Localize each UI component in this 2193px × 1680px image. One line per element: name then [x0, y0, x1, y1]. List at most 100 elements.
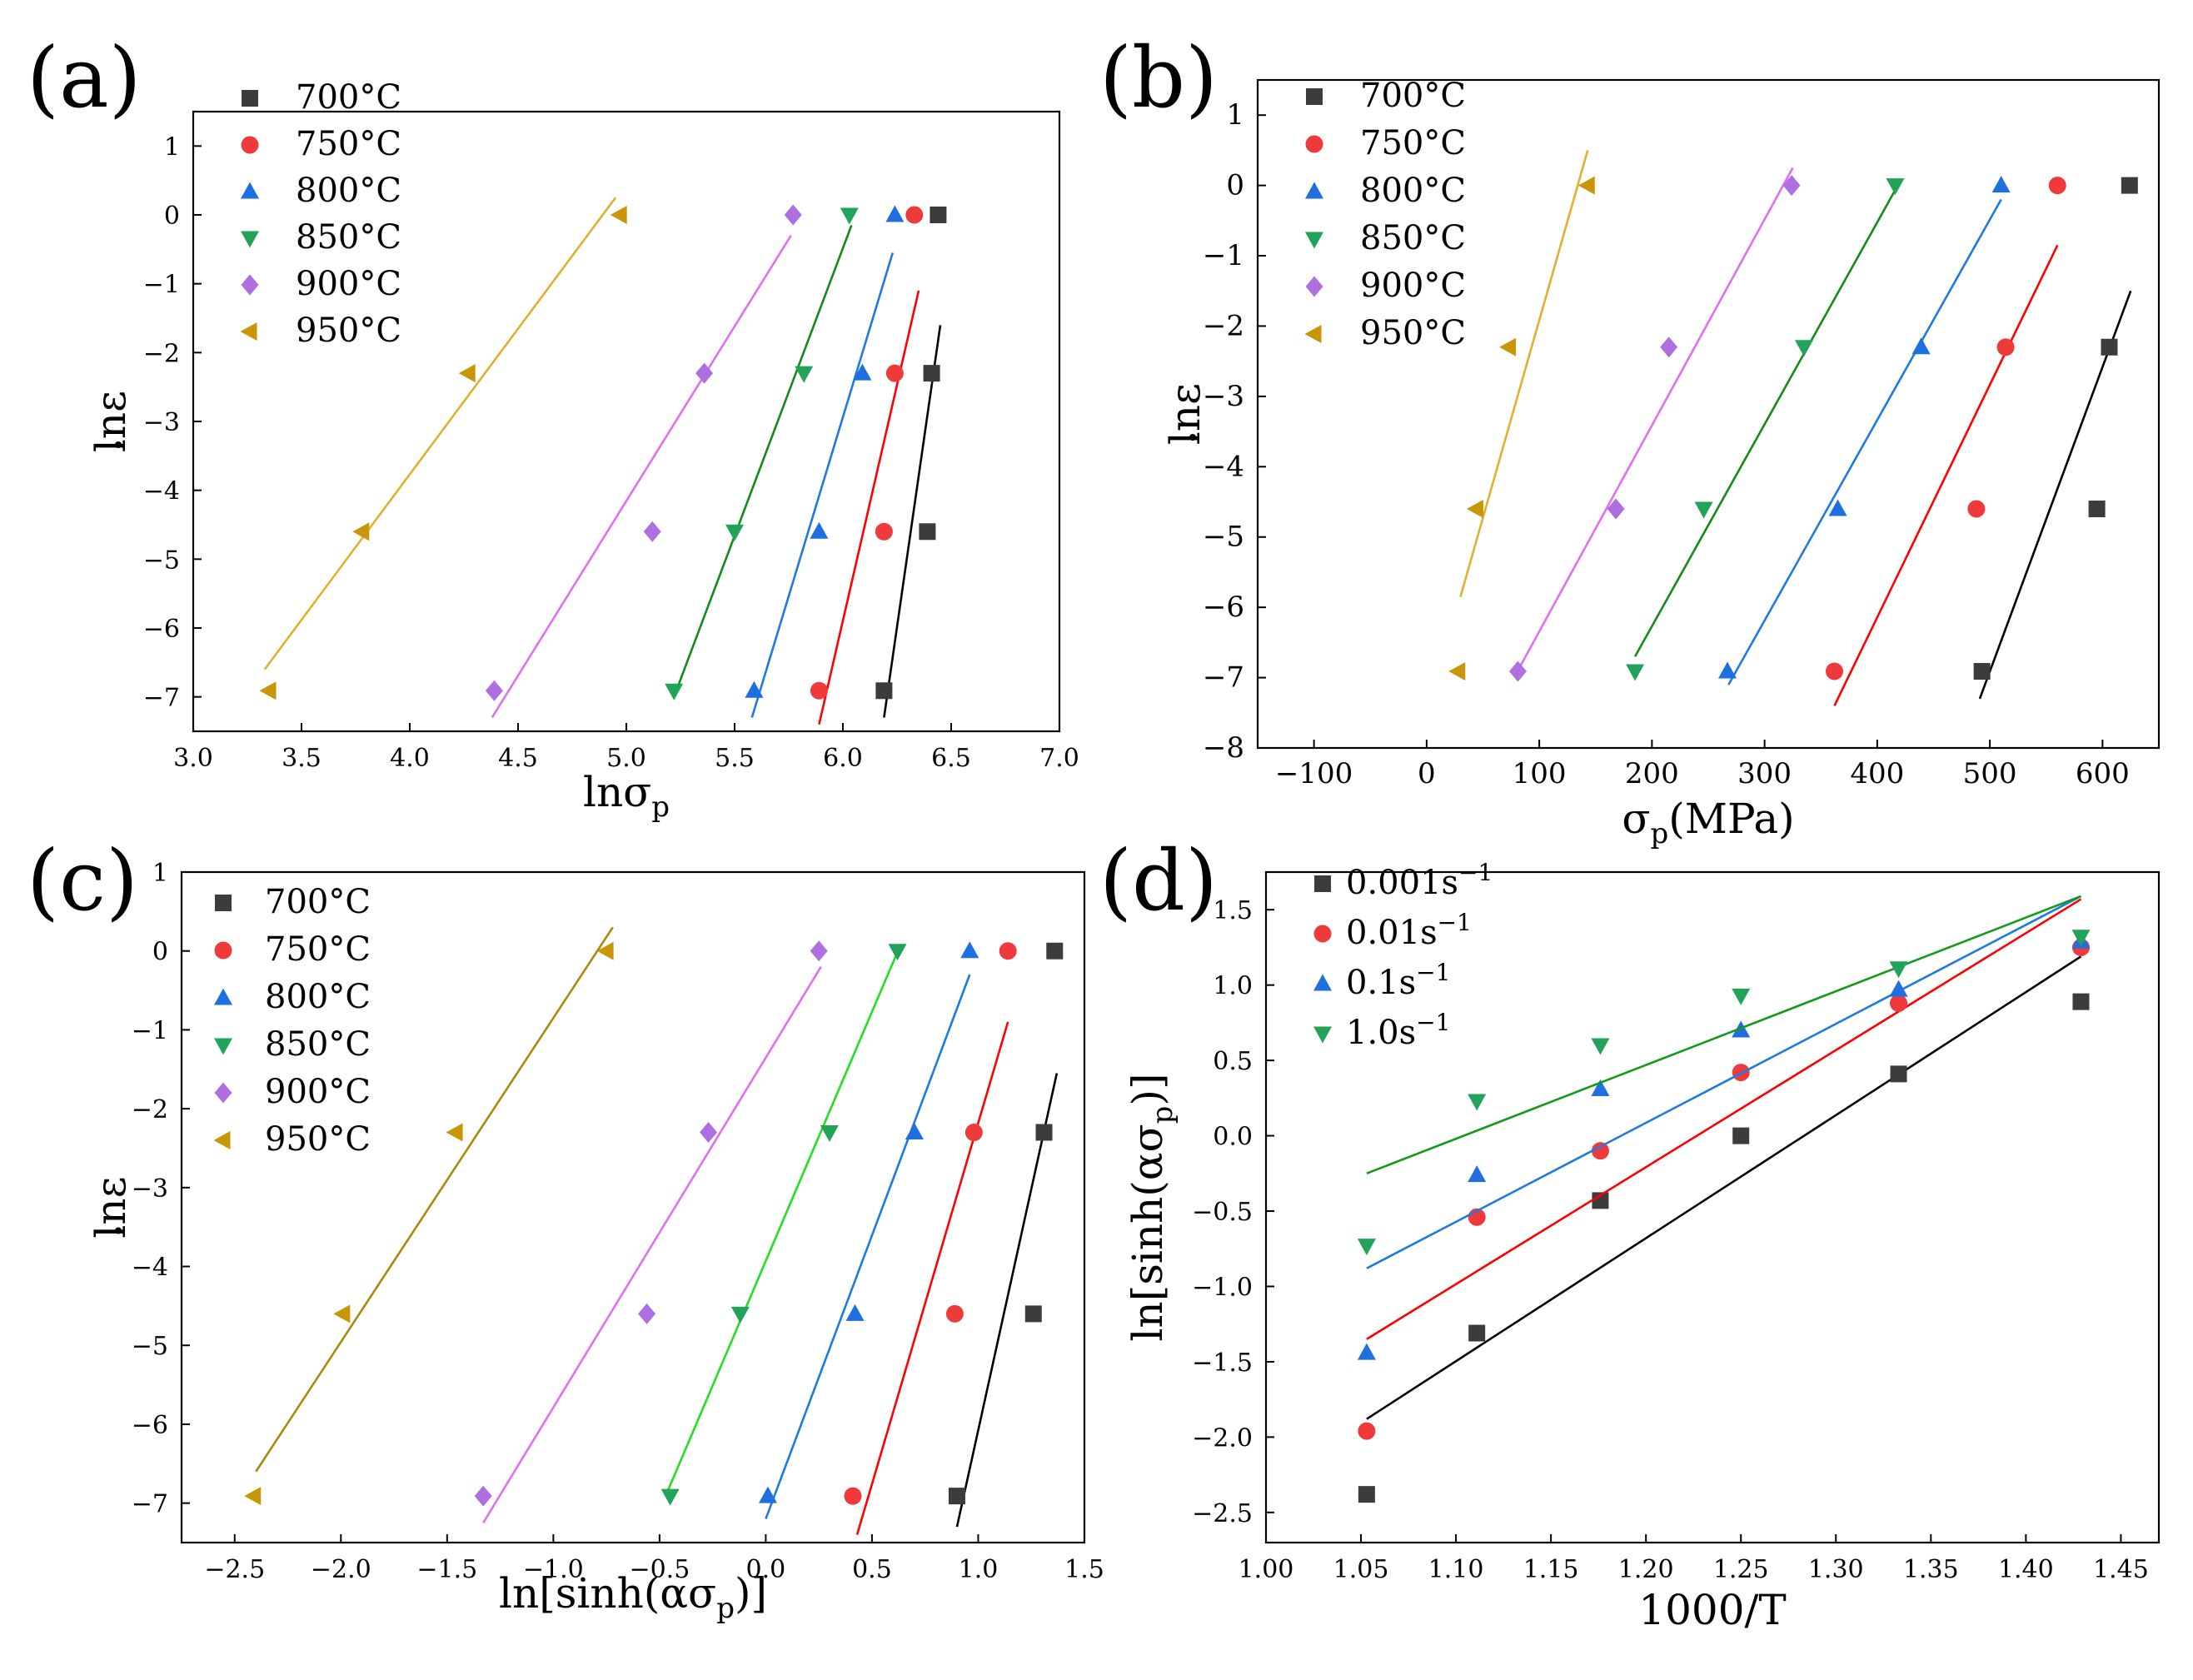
- y-tick-label: −2.0: [1192, 1423, 1253, 1453]
- data-point: [795, 366, 814, 383]
- legend-label: 950°C: [265, 1120, 371, 1159]
- legend-label: 700°C: [1360, 77, 1466, 115]
- legend-marker: [214, 988, 232, 1005]
- chart-a: (a) 3.0 3.5 4.0 4.5 5.0 5.5 6.0 6.5 7.0 1 0 −1 −2 −3 −4…: [27, 29, 1079, 824]
- x-tick-label: 1.20: [1618, 1555, 1674, 1584]
- legend-marker: [1305, 182, 1323, 199]
- data-point: [660, 1488, 680, 1506]
- data-point: [665, 683, 684, 700]
- series-1: [948, 942, 1064, 1528]
- fit-line: [1459, 150, 1589, 597]
- x-tick-label: 3.0: [173, 744, 213, 773]
- data-point: [905, 1123, 924, 1140]
- data-point: [1889, 980, 1908, 997]
- y-tick-label: −2: [1203, 309, 1244, 342]
- y-tick-label: 0: [152, 938, 168, 967]
- x-tick-label: 100: [1513, 757, 1567, 790]
- data-point: [1577, 176, 1595, 195]
- series-4: [1357, 895, 2091, 1256]
- legend-marker: [214, 941, 232, 960]
- plot-frame: [1264, 870, 2161, 1544]
- x-tick-label: 4.0: [390, 744, 430, 773]
- x-tick-label: 5.5: [715, 744, 755, 773]
- data-point: [1828, 499, 1847, 516]
- x-tick-label: −2.0: [311, 1555, 371, 1584]
- legend: 700°C 750°C 800°C 850°C 900°C 950°C: [240, 78, 401, 350]
- legend-marker: [1304, 325, 1322, 343]
- data-point: [745, 680, 764, 698]
- fit-line: [665, 946, 901, 1496]
- data-point: [1660, 336, 1678, 358]
- x-tick-label: 3.5: [282, 744, 321, 773]
- data-point: [1973, 662, 1991, 680]
- x-tick-label: 0.5: [852, 1555, 892, 1584]
- legend-marker: [1313, 925, 1332, 943]
- legend-marker: [1306, 88, 1323, 105]
- data-point: [1468, 1324, 1486, 1342]
- data-point: [960, 941, 979, 959]
- data-point: [758, 1486, 777, 1503]
- y-tick-label: −3: [132, 1174, 168, 1204]
- data-point: [700, 1122, 718, 1144]
- data-point: [333, 1304, 351, 1324]
- fit-line: [672, 224, 853, 698]
- series-6: [244, 926, 614, 1506]
- fit-line: [255, 926, 614, 1473]
- y-tick-label: −0.5: [1192, 1198, 1253, 1227]
- data-point: [1508, 661, 1527, 682]
- data-point: [930, 207, 947, 223]
- legend-label: 0.01s−1: [1346, 909, 1472, 952]
- data-point: [1358, 1486, 1375, 1503]
- legend-label: 0.1s−1: [1346, 959, 1450, 1002]
- fit-line: [1727, 198, 2002, 685]
- data-point: [888, 944, 907, 961]
- y-tick-label: −1: [132, 1016, 168, 1045]
- fit-line: [1366, 955, 2082, 1420]
- legend-marker: [214, 1082, 232, 1104]
- data-point: [810, 681, 828, 700]
- series-2: [810, 206, 924, 725]
- fit-line: [818, 290, 920, 725]
- fit-line: [750, 252, 895, 718]
- fit-line: [1366, 895, 2082, 1269]
- y-tick-label: −4: [1203, 450, 1244, 483]
- x-tick-label: 1.35: [1903, 1555, 1959, 1584]
- series-3: [758, 941, 979, 1520]
- legend-label: 0.001s−1: [1346, 859, 1493, 902]
- y-tick-label: −5: [1203, 521, 1244, 554]
- y-tick-label: −4: [132, 1254, 168, 1283]
- data-point: [1357, 1239, 1376, 1256]
- data-point: [1591, 1142, 1609, 1160]
- data-point: [853, 363, 872, 381]
- y-axis-title-dot: [1189, 434, 1196, 441]
- legend-marker: [1305, 276, 1323, 297]
- legend-label: 950°C: [1360, 314, 1466, 352]
- legend: 0.001s−1 0.01s−1 0.1s−1 1.0s−1: [1313, 859, 1493, 1052]
- series-1: [875, 207, 947, 718]
- plot-frame: [180, 870, 1086, 1544]
- panel-label: (b): [1099, 29, 1218, 127]
- data-point: [1468, 1165, 1487, 1183]
- legend-label: 700°C: [265, 883, 371, 921]
- y-axis-title-dot: [115, 441, 122, 448]
- fit-line: [955, 1073, 1059, 1528]
- y-axis-title: ln[sinh(ασp)]: [1124, 1074, 1179, 1342]
- y-tick-label: 1: [152, 859, 168, 888]
- series-1: [1973, 177, 2138, 700]
- series-5: [474, 940, 828, 1523]
- chart-b: (b) −100 0 100 200 300 400 500 600 1 0 −1 −2 −3 −4 −5 −6…: [1099, 29, 2161, 850]
- x-tick-label: 1.45: [2093, 1555, 2149, 1584]
- legend-label: 800°C: [265, 978, 371, 1016]
- legend-label: 900°C: [265, 1073, 371, 1111]
- series-2: [1825, 177, 2066, 706]
- legend-label: 850°C: [1360, 219, 1466, 257]
- series-2: [844, 942, 1017, 1535]
- data-point: [1466, 499, 1483, 518]
- legend-label: 850°C: [265, 1025, 371, 1064]
- x-tick-label: 6.0: [823, 744, 863, 773]
- x-tick-label: 300: [1737, 757, 1792, 790]
- data-point: [1890, 1065, 1907, 1083]
- legend-marker: [1314, 875, 1331, 892]
- panel-label: (d): [1099, 832, 1218, 930]
- legend-label: 1.0s−1: [1346, 1009, 1450, 1052]
